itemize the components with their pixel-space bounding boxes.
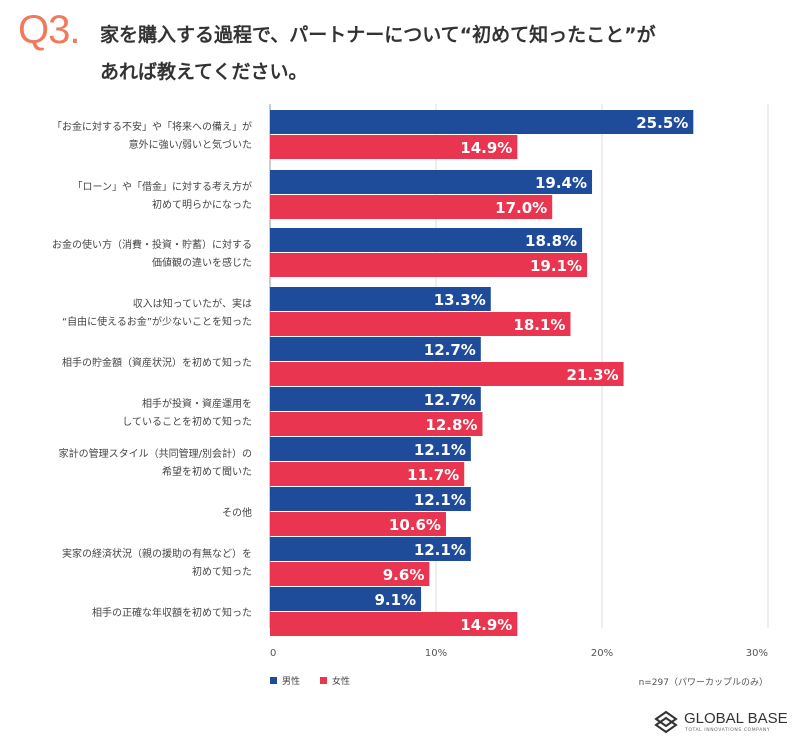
category-label: 初めて明らかになった [152,198,252,211]
logo-layer-shape [654,716,678,734]
data-label: 18.1% [513,316,565,334]
category-label: 「ローン」や「借金」に対する考え方が [73,180,253,193]
bar-male [270,437,471,461]
bar-male [270,337,481,361]
category-label: 家計の管理スタイル（共同管理/別会計）の [59,447,252,460]
data-label: 12.1% [414,541,466,559]
category-label: 実家の経済状況（親の援助の有無など）を [62,547,252,560]
bar-male [270,487,471,511]
data-label: 19.4% [535,174,587,192]
x-tick-label: 30% [746,648,768,659]
category-label: お金の使い方（消費・投資・貯蓄）に対する [52,238,252,251]
category-label: 意外に強い/弱いと気づいた [129,138,252,151]
data-label: 9.6% [383,566,425,584]
question-number: Q3. [18,8,80,52]
data-label: 25.5% [636,114,688,132]
data-label: 17.0% [495,199,547,217]
data-label: 14.9% [460,616,512,634]
logo-name: GLOBAL BASE [684,710,788,727]
data-label: 21.3% [567,366,619,384]
category-label: その他 [222,506,252,519]
bar-male [270,228,583,252]
bar-female [270,612,518,636]
category-label: 価値観の違いを感じた [152,256,252,269]
data-label: 9.1% [374,591,416,609]
legend-label: 女性 [332,675,350,687]
bar-female [270,195,553,219]
bar-male [270,587,422,611]
category-label: “自由に使えるお金”が少ないことを知った [62,315,252,328]
data-label: 12.7% [424,391,476,409]
bar-female [270,312,571,336]
chart-title-line2: あれば教えてください。 [100,61,308,83]
bar-female [270,362,624,386]
data-label: 14.9% [460,139,512,157]
category-label: 相手が投資・資産運用を [142,397,252,410]
data-label: 11.7% [407,466,459,484]
data-label: 19.1% [530,257,582,275]
logo-tagline: TOTAL INNOVATIONS COMPANY [684,727,770,733]
data-label: 12.8% [425,416,477,434]
bar-male [270,387,481,411]
category-label: 相手の正確な年収額を初めて知った [92,606,252,619]
bar-male [270,537,471,561]
data-label: 18.8% [525,232,577,250]
legend-swatch [270,677,277,684]
category-label: 「お金に対する不安」や「将来への備え」が [52,120,252,133]
x-tick-label: 0 [270,648,276,659]
data-label: 10.6% [389,516,441,534]
category-label: 収入は知っていたが、実は [133,297,252,310]
category-label: 希望を初めて聞いた [162,465,252,478]
bar-female [270,253,588,277]
sample-size-note: n=297（パワーカップルのみ） [639,677,768,688]
bar-male [270,287,491,311]
bar-female [270,412,483,436]
bar-male [270,170,593,194]
bar-female [270,512,446,536]
legend-swatch [320,677,327,684]
chart-title-line1: 家を購入する過程で、パートナーについて“初めて知ったこと”が [100,24,656,46]
category-label: していることを初めて知った [122,415,252,428]
bar-female [270,562,430,586]
bar-female [270,135,518,159]
data-label: 12.7% [424,341,476,359]
category-label: 初めて知った [192,565,252,578]
legend-label: 男性 [282,675,300,687]
category-label: 相手の貯金額（資産状況）を初めて知った [62,356,252,369]
data-label: 12.1% [414,491,466,509]
x-tick-label: 10% [425,648,447,659]
data-label: 13.3% [434,291,486,309]
x-tick-label: 20% [591,648,613,659]
logo-layer-shape [654,710,678,728]
data-label: 12.1% [414,441,466,459]
global-base-logo-icon [654,710,678,734]
bar-female [270,462,465,486]
bar-male [270,110,694,134]
